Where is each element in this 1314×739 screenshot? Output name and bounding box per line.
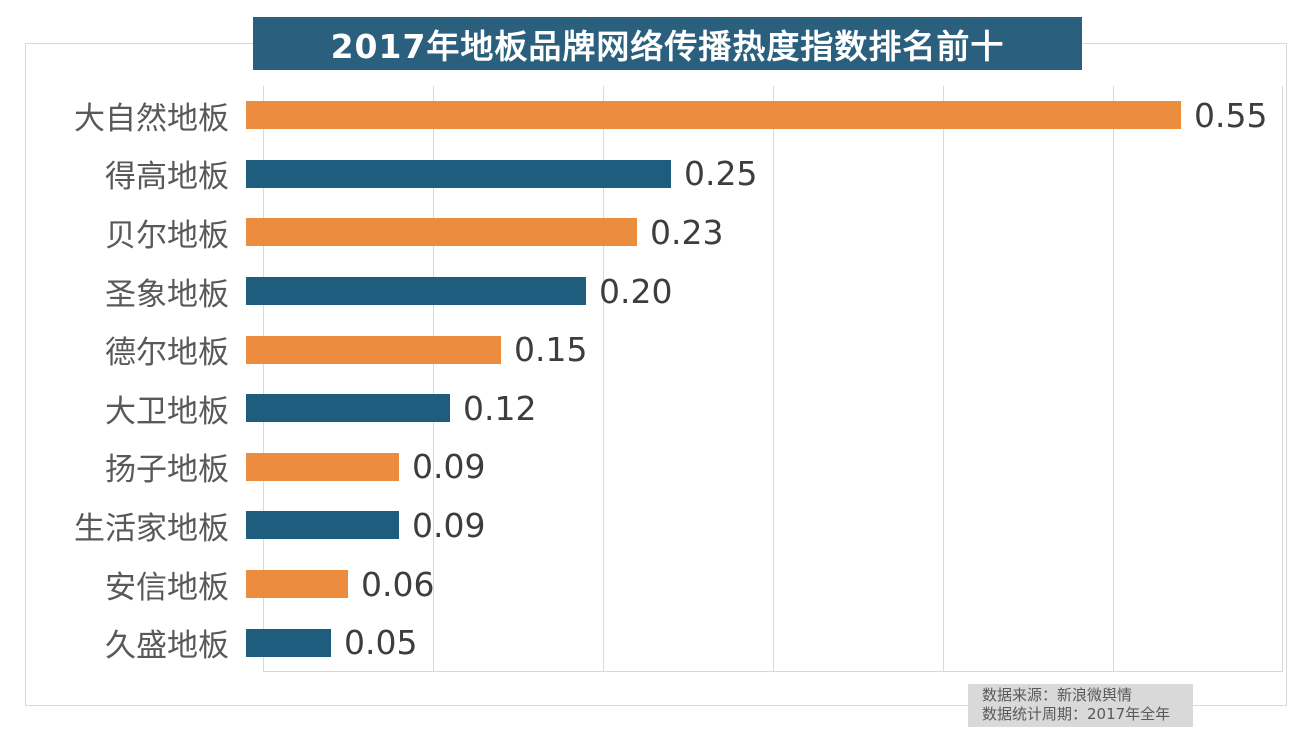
bar-row: 安信地板 0.06 bbox=[26, 555, 1283, 614]
category-label: 圣象地板 bbox=[105, 276, 229, 313]
gridline bbox=[433, 86, 434, 671]
bar bbox=[246, 394, 450, 423]
bar bbox=[246, 570, 348, 599]
category-label: 德尔地板 bbox=[105, 335, 229, 372]
gridline bbox=[1113, 86, 1114, 671]
bar-row: 扬子地板 0.09 bbox=[26, 438, 1283, 497]
gridline bbox=[1282, 86, 1283, 671]
category-label: 大卫地板 bbox=[105, 393, 229, 430]
plot-gridlines bbox=[263, 86, 1283, 672]
data-period-line: 数据统计周期：2017年全年 bbox=[982, 705, 1171, 723]
bar-row: 圣象地板 0.20 bbox=[26, 262, 1283, 321]
gridline bbox=[603, 86, 604, 671]
bar-row: 大自然地板 0.55 bbox=[26, 86, 1283, 145]
value-label: 0.09 bbox=[412, 447, 486, 487]
value-label: 0.20 bbox=[599, 271, 673, 311]
value-label: 0.09 bbox=[412, 505, 486, 545]
category-label: 安信地板 bbox=[105, 569, 229, 606]
value-label: 0.15 bbox=[514, 330, 588, 370]
chart-border-box bbox=[25, 43, 1287, 706]
category-label: 大自然地板 bbox=[74, 100, 229, 137]
bar bbox=[246, 218, 637, 247]
value-label: 0.55 bbox=[1194, 95, 1268, 135]
value-label: 0.06 bbox=[361, 564, 435, 604]
category-label: 久盛地板 bbox=[105, 628, 229, 665]
data-source-note: 数据来源：新浪微舆情 数据统计周期：2017年全年 bbox=[968, 684, 1193, 727]
bar-row: 久盛地板 0.05 bbox=[26, 613, 1283, 672]
bar bbox=[246, 277, 586, 306]
bar-row: 大卫地板 0.12 bbox=[26, 379, 1283, 438]
data-source-line: 数据来源：新浪微舆情 bbox=[982, 686, 1133, 704]
bar bbox=[246, 511, 399, 540]
gridline bbox=[263, 86, 264, 671]
chart-title: 2017年地板品牌网络传播热度指数排名前十 bbox=[253, 17, 1082, 70]
bar-row: 生活家地板 0.09 bbox=[26, 496, 1283, 555]
bar-rows-container: 大自然地板 0.55 得高地板 0.25 贝尔地板 0.23 圣象地板 0.20 德尔地板 0.1… bbox=[26, 86, 1283, 672]
value-label: 0.12 bbox=[463, 388, 537, 428]
bar bbox=[246, 101, 1181, 130]
category-label: 扬子地板 bbox=[105, 452, 229, 489]
value-label: 0.25 bbox=[684, 154, 758, 194]
bar bbox=[246, 335, 501, 364]
value-label: 0.05 bbox=[344, 623, 418, 663]
category-label: 得高地板 bbox=[105, 159, 229, 196]
bar-row: 得高地板 0.25 bbox=[26, 145, 1283, 204]
value-label: 0.23 bbox=[650, 212, 724, 252]
category-label: 生活家地板 bbox=[74, 510, 229, 547]
bar bbox=[246, 159, 671, 188]
gridline bbox=[943, 86, 944, 671]
bar-row: 德尔地板 0.15 bbox=[26, 320, 1283, 379]
bar bbox=[246, 452, 399, 481]
gridline bbox=[773, 86, 774, 671]
bar bbox=[246, 628, 331, 657]
category-label: 贝尔地板 bbox=[105, 217, 229, 254]
bar-row: 贝尔地板 0.23 bbox=[26, 203, 1283, 262]
